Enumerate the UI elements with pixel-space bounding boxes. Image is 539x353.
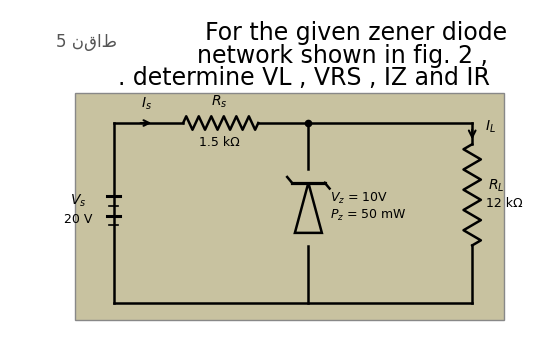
Text: 1.5 kΩ: 1.5 kΩ <box>199 136 240 149</box>
Text: $I_L$: $I_L$ <box>485 119 496 135</box>
Text: $V_z$ = 10V: $V_z$ = 10V <box>329 191 388 206</box>
Text: $V_s$: $V_s$ <box>71 193 87 209</box>
Text: $I_s$: $I_s$ <box>141 96 152 112</box>
Bar <box>75 93 504 319</box>
Text: $R_s$: $R_s$ <box>211 93 228 109</box>
Text: For the given zener diode: For the given zener diode <box>205 22 508 46</box>
Text: 5 نقاط: 5 نقاط <box>56 33 117 51</box>
Text: network shown in fig. 2 ,: network shown in fig. 2 , <box>197 43 488 67</box>
Text: 20 V: 20 V <box>64 213 93 226</box>
Text: . determine VL , VRS , IZ and IR: . determine VL , VRS , IZ and IR <box>118 66 489 90</box>
Text: $P_z$ = 50 mW: $P_z$ = 50 mW <box>329 208 406 223</box>
Text: 12 kΩ: 12 kΩ <box>486 197 522 209</box>
Text: $R_L$: $R_L$ <box>488 178 504 194</box>
